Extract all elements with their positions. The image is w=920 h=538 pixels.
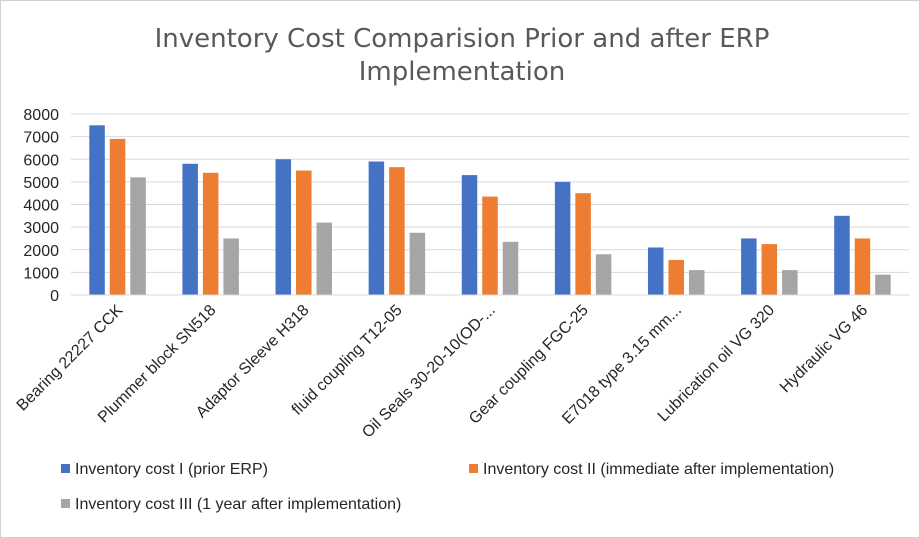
bar: [368, 161, 385, 295]
legend-label: Inventory cost III (1 year after impleme…: [75, 496, 401, 513]
bar: [554, 181, 571, 295]
bar: [575, 193, 591, 295]
bar: [296, 170, 312, 295]
bar: [223, 238, 239, 295]
y-tick-label: 1000: [23, 265, 59, 282]
bar: [647, 247, 664, 295]
bar: [202, 172, 219, 295]
bar: [89, 125, 105, 295]
y-tick-label: 7000: [23, 130, 59, 147]
legend-label: Inventory cost II (immediate after imple…: [483, 461, 834, 478]
bar: [741, 238, 757, 295]
y-tick-label: 0: [50, 288, 59, 305]
chart-title: Inventory Cost Comparision Prior and aft…: [155, 24, 770, 87]
bar: [834, 215, 850, 295]
legend-swatch: [469, 464, 478, 473]
bar: [389, 167, 405, 295]
bar: [875, 274, 891, 295]
legend: Inventory cost I (prior ERP) Inventory co…: [61, 461, 834, 513]
chart-title-line-2: Implementation: [359, 57, 565, 87]
bar: [854, 238, 871, 295]
legend-label: Inventory cost I (prior ERP): [75, 461, 268, 478]
y-tick-label: 4000: [23, 198, 59, 215]
bar: [182, 163, 198, 295]
x-tick-label: Bearing 22227 CCK: [14, 302, 127, 415]
y-tick-label: 5000: [23, 175, 59, 192]
bar: [668, 259, 684, 295]
bar: [482, 196, 498, 295]
bar: [130, 177, 146, 295]
chart-title-line-1: Inventory Cost Comparision Prior and aft…: [155, 24, 770, 54]
bar: [461, 175, 478, 295]
bar: [275, 159, 292, 295]
bar: [109, 138, 126, 295]
x-tick-label: Hydraulic VG 46: [777, 302, 871, 396]
y-tick-label: 3000: [23, 220, 59, 237]
y-tick-label: 2000: [23, 243, 59, 260]
bar: [688, 270, 705, 295]
y-axis-tick-labels: 0 1000 2000 3000 4000 5000 6000 7000 8000: [23, 107, 59, 305]
bars: [89, 125, 891, 295]
bar: [761, 244, 778, 295]
legend-swatch: [61, 464, 70, 473]
bar: [502, 241, 519, 295]
legend-swatch: [61, 499, 70, 508]
bar: [782, 270, 798, 295]
bar: [316, 222, 333, 295]
bar: [595, 254, 612, 295]
y-tick-label: 6000: [23, 152, 59, 169]
bar: [409, 232, 426, 295]
y-tick-label: 8000: [23, 107, 59, 124]
